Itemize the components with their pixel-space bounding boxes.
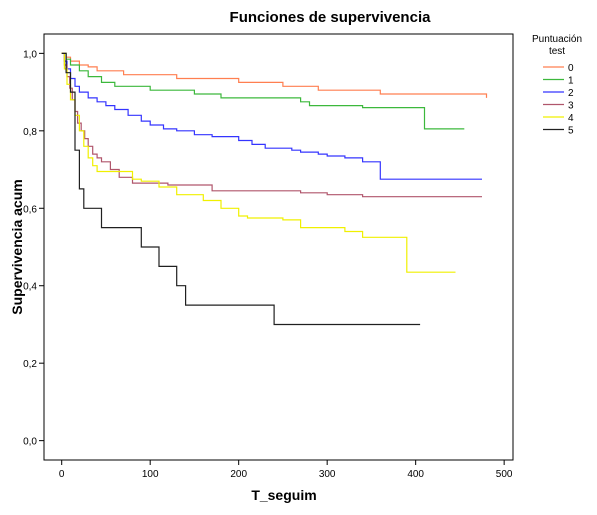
legend-title-line2: test: [549, 46, 565, 57]
survival-curve-4: [61, 52, 456, 273]
legend-label-1: 1: [568, 76, 574, 87]
x-tick-label: 100: [142, 469, 159, 480]
y-tick-label: 0,8: [23, 127, 37, 138]
y-axis-label: Supervivencia acum: [9, 179, 25, 314]
x-tick-label: 500: [496, 469, 513, 480]
survival-curve-2: [61, 52, 482, 180]
legend: Puntuación test 0 12 34 5: [532, 34, 582, 137]
survival-curve-0: [61, 52, 488, 98]
x-axis-ticks: 0 100 200 300 400 500: [59, 460, 513, 480]
x-tick-label: 300: [319, 469, 336, 480]
legend-label-0: 0: [568, 63, 574, 74]
plot-frame: [43, 33, 514, 461]
chart-title: Funciones de supervivencia: [230, 9, 432, 26]
y-axis-ticks: 0,0 0,2 0,4 0,6 0,8 1,0: [23, 49, 44, 448]
legend-label-5: 5: [568, 126, 574, 137]
y-tick-label: 1,0: [23, 49, 37, 60]
x-tick-label: 400: [407, 469, 424, 480]
legend-label-3: 3: [568, 101, 574, 112]
legend-title-line1: Puntuación: [532, 34, 582, 45]
x-axis-label: T_seguim: [251, 487, 316, 503]
survival-curve-5: [61, 52, 421, 326]
legend-label-4: 4: [568, 113, 574, 124]
y-tick-label: 0,2: [23, 359, 37, 370]
survival-curves: [61, 52, 488, 326]
x-tick-label: 0: [59, 469, 65, 480]
legend-label-2: 2: [568, 88, 574, 99]
y-tick-label: 0,0: [23, 437, 37, 448]
y-tick-label: 0,6: [23, 204, 37, 215]
x-tick-label: 200: [230, 469, 247, 480]
y-tick-label: 0,4: [23, 282, 37, 293]
survival-curve-1: [61, 52, 465, 130]
legend-items: 0 12 34 5: [543, 63, 574, 137]
